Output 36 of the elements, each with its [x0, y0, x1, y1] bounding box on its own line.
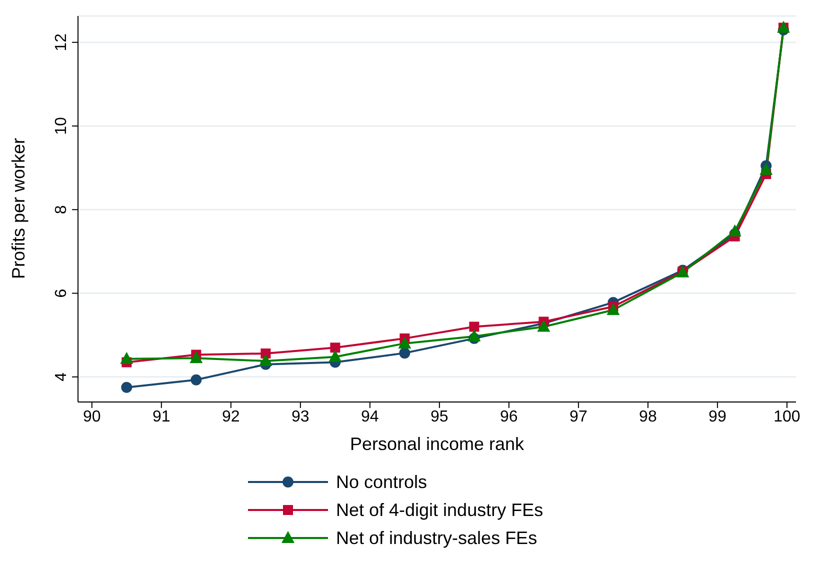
- point: [330, 342, 340, 353]
- point: [190, 374, 202, 386]
- legend-label: Net of industry-sales FEs: [336, 528, 538, 548]
- x-tick-label: 92: [222, 408, 240, 426]
- point: [190, 351, 203, 364]
- x-tick-label: 100: [774, 408, 800, 426]
- legend-label: No controls: [336, 472, 428, 492]
- point: [760, 162, 773, 175]
- x-tick-label: 94: [361, 408, 379, 426]
- point: [468, 329, 481, 342]
- legend-label: Net of 4-digit industry FEs: [336, 500, 544, 520]
- point: [606, 302, 620, 315]
- x-tick-label: 97: [570, 408, 588, 426]
- x-tick-label: 91: [152, 408, 170, 426]
- point: [328, 350, 342, 362]
- point: [259, 354, 272, 366]
- point: [399, 348, 410, 359]
- x-axis-title: Personal income rank: [350, 434, 526, 454]
- x-tick-label: 93: [292, 408, 310, 426]
- x-tick-label: 99: [708, 408, 726, 426]
- x-tick-label: 98: [639, 408, 657, 426]
- y-tick-label: 4: [53, 372, 70, 382]
- point: [120, 352, 134, 364]
- x-tick-label: 90: [83, 408, 101, 426]
- x-tick-label: 95: [430, 408, 448, 426]
- x-tick-label: 96: [500, 408, 518, 426]
- point: [469, 322, 480, 332]
- y-tick-label: 6: [53, 288, 70, 298]
- point: [537, 320, 550, 332]
- point: [121, 382, 132, 393]
- y-tick-label: 8: [53, 205, 70, 214]
- point: [728, 224, 742, 236]
- y-axis-title: Profits per worker: [8, 138, 28, 279]
- point: [398, 336, 412, 348]
- y-tick-label: 10: [53, 116, 70, 135]
- y-tick-label: 12: [53, 33, 70, 52]
